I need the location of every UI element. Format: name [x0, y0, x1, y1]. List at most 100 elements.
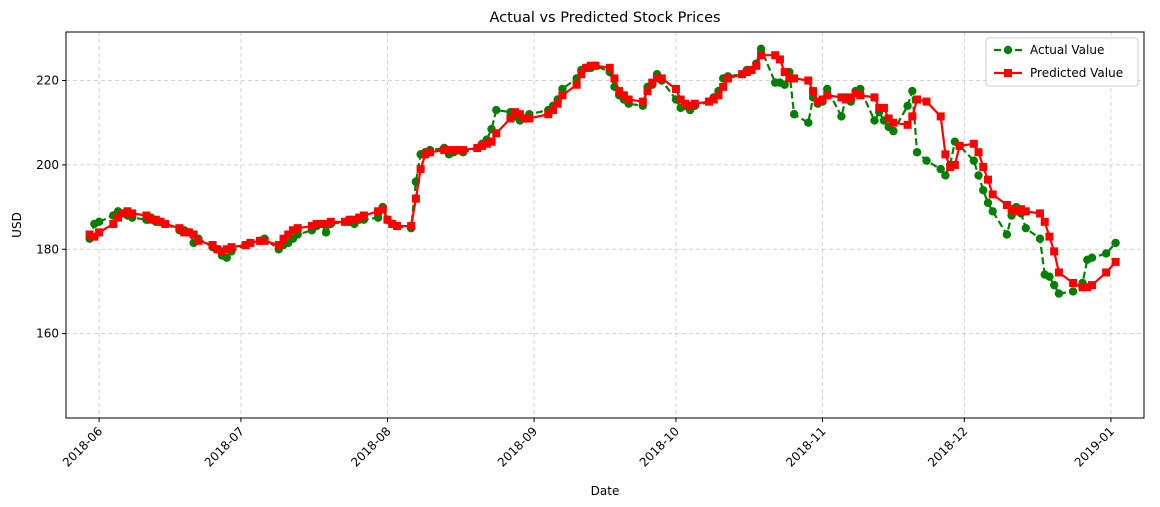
data-point	[1002, 230, 1012, 239]
data-point	[912, 148, 922, 157]
data-point	[875, 103, 884, 112]
data-point	[1102, 268, 1111, 277]
legend-label: Actual Value	[1030, 43, 1104, 57]
data-point	[355, 213, 364, 222]
data-point	[374, 207, 383, 216]
data-point	[1045, 272, 1054, 281]
data-point	[426, 148, 435, 157]
data-point	[851, 89, 860, 98]
data-point	[1017, 205, 1026, 214]
data-point	[936, 164, 945, 174]
data-point	[227, 243, 236, 252]
data-point	[1054, 289, 1064, 298]
data-point	[775, 55, 784, 64]
y-tick-label: 180	[36, 242, 59, 256]
data-point	[383, 215, 392, 224]
data-point	[506, 114, 515, 123]
data-point	[487, 137, 496, 146]
data-point	[941, 150, 950, 159]
data-point	[974, 148, 983, 157]
data-point	[411, 194, 420, 203]
data-point	[705, 97, 714, 106]
data-point	[789, 110, 799, 119]
data-point	[922, 156, 931, 165]
data-point	[908, 86, 917, 96]
data-point	[95, 228, 104, 237]
data-point	[790, 74, 799, 83]
data-point	[785, 74, 794, 83]
data-point	[804, 76, 813, 85]
data-point	[548, 106, 557, 115]
data-point	[222, 245, 231, 254]
data-point	[823, 84, 832, 94]
data-point	[511, 108, 520, 117]
y-tick-label: 200	[36, 158, 59, 172]
data-point	[1035, 234, 1045, 243]
data-point	[676, 95, 685, 104]
legend: Actual Value Predicted Value	[985, 37, 1139, 87]
data-point	[85, 230, 94, 239]
data-point	[407, 222, 416, 231]
chart-title: Actual vs Predicted Stock Prices	[489, 10, 720, 26]
data-point	[1083, 283, 1092, 292]
data-point	[771, 51, 780, 60]
data-point	[591, 61, 600, 70]
data-point	[818, 95, 827, 104]
data-point	[553, 99, 562, 108]
series-layer	[85, 44, 1120, 298]
data-point	[638, 97, 647, 106]
data-point	[260, 236, 269, 245]
data-point	[558, 91, 567, 100]
data-point	[492, 105, 501, 115]
data-point	[979, 162, 988, 171]
data-point	[388, 219, 397, 228]
data-point	[321, 228, 331, 237]
data-point	[274, 241, 283, 250]
data-point	[392, 222, 401, 231]
data-point	[208, 241, 217, 250]
data-point	[1007, 205, 1016, 214]
data-point	[1021, 223, 1030, 233]
data-point	[983, 175, 992, 184]
y-tick-label: 220	[36, 74, 59, 88]
data-point	[1087, 253, 1097, 262]
data-point	[1111, 257, 1120, 266]
data-point	[988, 190, 997, 199]
data-point	[903, 120, 912, 129]
data-point	[809, 87, 818, 96]
data-point	[1035, 209, 1044, 218]
data-point	[1068, 287, 1078, 296]
legend-label: Predicted Value	[1030, 66, 1123, 80]
data-point	[326, 217, 335, 226]
data-point	[837, 93, 846, 102]
data-point	[284, 230, 293, 239]
data-point	[241, 241, 250, 250]
data-point	[1045, 232, 1054, 241]
data-point	[719, 82, 728, 91]
data-point	[714, 91, 723, 100]
data-point	[889, 118, 898, 127]
data-point	[742, 68, 751, 77]
data-point	[373, 213, 383, 222]
data-point	[648, 78, 657, 87]
data-point	[345, 215, 354, 224]
data-point	[709, 95, 718, 104]
data-point	[842, 95, 851, 104]
data-point	[723, 74, 732, 83]
data-point	[94, 217, 104, 227]
data-point	[582, 63, 591, 72]
data-point	[1111, 238, 1120, 248]
data-point	[378, 205, 387, 214]
data-point	[624, 95, 633, 104]
data-point	[416, 165, 425, 174]
data-point	[1021, 207, 1030, 216]
data-point	[492, 129, 501, 138]
data-point	[752, 61, 761, 70]
data-point	[950, 160, 959, 169]
data-point	[856, 91, 865, 100]
data-point	[123, 207, 132, 216]
series-2	[85, 51, 1120, 292]
data-point	[156, 217, 165, 226]
data-point	[941, 171, 950, 180]
